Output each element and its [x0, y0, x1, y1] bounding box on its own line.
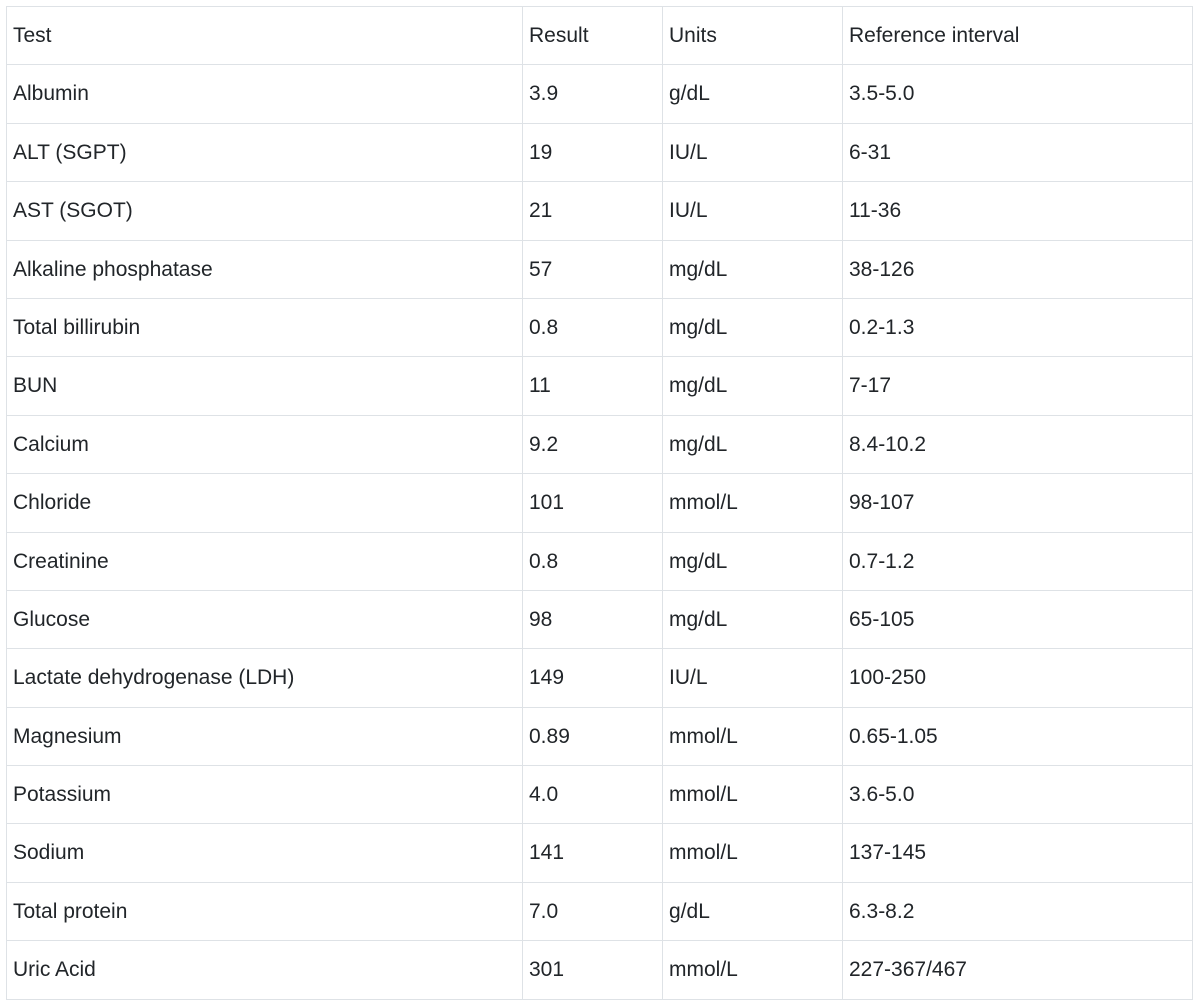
table-row: Creatinine 0.8 mg/dL 0.7-1.2 [7, 532, 1193, 590]
table-row: Sodium 141 mmol/L 137-145 [7, 824, 1193, 882]
cell-result: 0.8 [523, 298, 663, 356]
cell-units: g/dL [663, 65, 843, 123]
cell-test: Calcium [7, 415, 523, 473]
col-header-units: Units [663, 7, 843, 65]
table-row: Lactate dehydrogenase (LDH) 149 IU/L 100… [7, 649, 1193, 707]
cell-result: 98 [523, 590, 663, 648]
cell-test: Sodium [7, 824, 523, 882]
cell-ref: 0.7-1.2 [843, 532, 1193, 590]
cell-result: 0.8 [523, 532, 663, 590]
cell-result: 301 [523, 941, 663, 999]
cell-units: mmol/L [663, 766, 843, 824]
cell-result: 57 [523, 240, 663, 298]
cell-result: 9.2 [523, 415, 663, 473]
cell-test: Total protein [7, 882, 523, 940]
cell-result: 141 [523, 824, 663, 882]
cell-result: 19 [523, 123, 663, 181]
cell-test: Albumin [7, 65, 523, 123]
cell-test: Alkaline phosphatase [7, 240, 523, 298]
cell-test: BUN [7, 357, 523, 415]
cell-ref: 11-36 [843, 182, 1193, 240]
table-row: Total protein 7.0 g/dL 6.3-8.2 [7, 882, 1193, 940]
cell-ref: 0.65-1.05 [843, 707, 1193, 765]
lab-results-table: Test Result Units Reference interval Alb… [6, 6, 1193, 1000]
cell-test: Total billirubin [7, 298, 523, 356]
cell-result: 11 [523, 357, 663, 415]
cell-ref: 6-31 [843, 123, 1193, 181]
cell-result: 101 [523, 474, 663, 532]
lab-results-body: Test Result Units Reference interval Alb… [7, 7, 1193, 1000]
cell-units: IU/L [663, 649, 843, 707]
table-row: Glucose 98 mg/dL 65-105 [7, 590, 1193, 648]
table-row: Total billirubin 0.8 mg/dL 0.2-1.3 [7, 298, 1193, 356]
cell-units: mmol/L [663, 941, 843, 999]
cell-test: Lactate dehydrogenase (LDH) [7, 649, 523, 707]
cell-ref: 8.4-10.2 [843, 415, 1193, 473]
cell-ref: 7-17 [843, 357, 1193, 415]
col-header-result: Result [523, 7, 663, 65]
cell-test: ALT (SGPT) [7, 123, 523, 181]
table-row: Magnesium 0.89 mmol/L 0.65-1.05 [7, 707, 1193, 765]
cell-test: Creatinine [7, 532, 523, 590]
table-row: Alkaline phosphatase 57 mg/dL 38-126 [7, 240, 1193, 298]
cell-units: IU/L [663, 123, 843, 181]
cell-ref: 98-107 [843, 474, 1193, 532]
cell-ref: 65-105 [843, 590, 1193, 648]
cell-result: 21 [523, 182, 663, 240]
cell-result: 7.0 [523, 882, 663, 940]
cell-test: Uric Acid [7, 941, 523, 999]
table-row: Calcium 9.2 mg/dL 8.4-10.2 [7, 415, 1193, 473]
cell-units: mg/dL [663, 532, 843, 590]
col-header-test: Test [7, 7, 523, 65]
col-header-ref: Reference interval [843, 7, 1193, 65]
cell-units: mg/dL [663, 357, 843, 415]
cell-units: mmol/L [663, 474, 843, 532]
table-row: Uric Acid 301 mmol/L 227-367/467 [7, 941, 1193, 999]
cell-units: mg/dL [663, 415, 843, 473]
cell-ref: 100-250 [843, 649, 1193, 707]
cell-ref: 6.3-8.2 [843, 882, 1193, 940]
cell-result: 149 [523, 649, 663, 707]
cell-test: Potassium [7, 766, 523, 824]
cell-test: Chloride [7, 474, 523, 532]
table-row: AST (SGOT) 21 IU/L 11-36 [7, 182, 1193, 240]
table-row: Albumin 3.9 g/dL 3.5-5.0 [7, 65, 1193, 123]
cell-ref: 3.6-5.0 [843, 766, 1193, 824]
table-row: ALT (SGPT) 19 IU/L 6-31 [7, 123, 1193, 181]
cell-test: Magnesium [7, 707, 523, 765]
cell-test: Glucose [7, 590, 523, 648]
table-row: BUN 11 mg/dL 7-17 [7, 357, 1193, 415]
cell-ref: 227-367/467 [843, 941, 1193, 999]
cell-units: mg/dL [663, 240, 843, 298]
cell-ref: 3.5-5.0 [843, 65, 1193, 123]
cell-test: AST (SGOT) [7, 182, 523, 240]
cell-units: mmol/L [663, 824, 843, 882]
cell-ref: 38-126 [843, 240, 1193, 298]
cell-units: mmol/L [663, 707, 843, 765]
cell-ref: 0.2-1.3 [843, 298, 1193, 356]
cell-result: 4.0 [523, 766, 663, 824]
cell-ref: 137-145 [843, 824, 1193, 882]
cell-units: mg/dL [663, 590, 843, 648]
cell-units: mg/dL [663, 298, 843, 356]
table-row: Potassium 4.0 mmol/L 3.6-5.0 [7, 766, 1193, 824]
table-header-row: Test Result Units Reference interval [7, 7, 1193, 65]
cell-result: 3.9 [523, 65, 663, 123]
cell-units: IU/L [663, 182, 843, 240]
table-row: Chloride 101 mmol/L 98-107 [7, 474, 1193, 532]
cell-result: 0.89 [523, 707, 663, 765]
cell-units: g/dL [663, 882, 843, 940]
